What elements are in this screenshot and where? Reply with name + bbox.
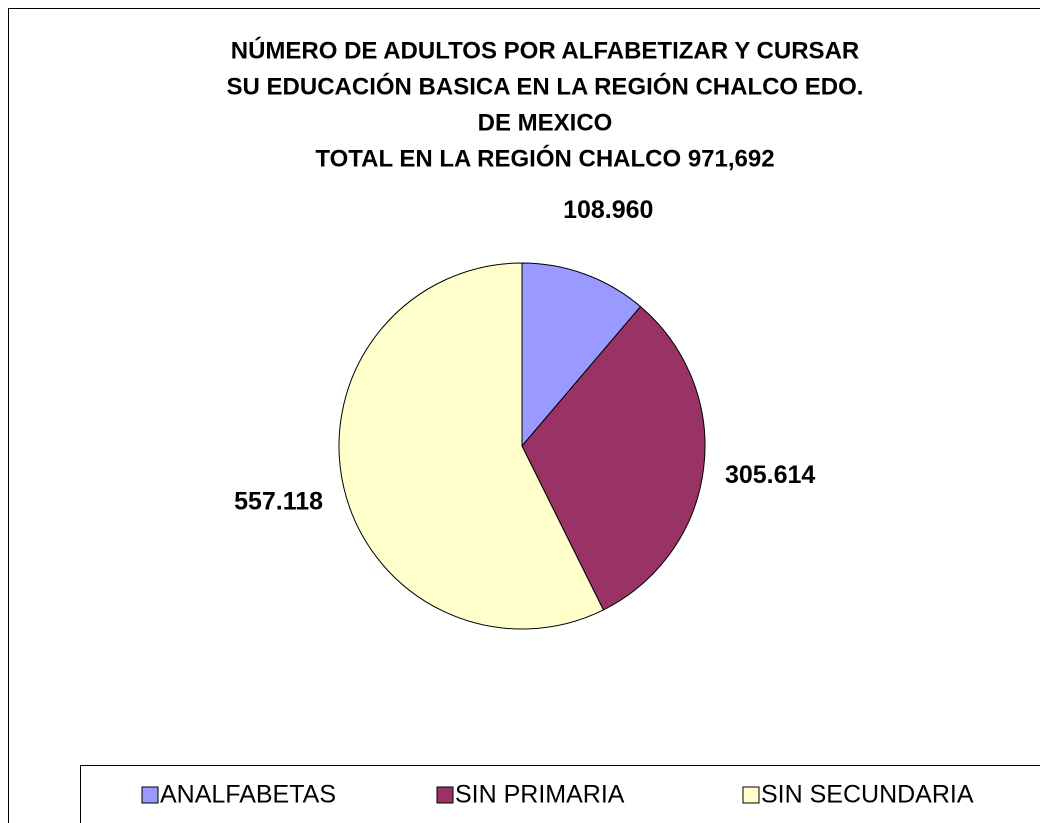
legend-swatch — [436, 786, 454, 804]
legend-label: SIN PRIMARIA — [455, 781, 625, 809]
data-label: 557.118 — [234, 488, 323, 516]
chart-title: DE MEXICO — [478, 109, 613, 136]
legend-swatch — [141, 786, 159, 804]
pie-slice — [338, 262, 605, 630]
pie-slice — [521, 262, 642, 448]
chart-title: NÚMERO DE ADULTOS POR ALFABETIZAR Y CURS… — [231, 36, 859, 64]
data-label: 108.960 — [563, 196, 653, 224]
chart-title: SU EDUCACIÓN BASICA EN LA REGIÓN CHALCO … — [227, 72, 864, 100]
legend-label: ANALFABETAS — [160, 781, 336, 809]
legend-box — [80, 765, 1040, 823]
legend-swatch — [742, 786, 760, 804]
data-label: 305.614 — [725, 461, 815, 489]
pie-slice — [521, 305, 706, 611]
chart-title: TOTAL EN LA REGIÓN CHALCO 971,692 — [315, 144, 774, 172]
legend-label: SIN SECUNDARIA — [761, 781, 974, 809]
